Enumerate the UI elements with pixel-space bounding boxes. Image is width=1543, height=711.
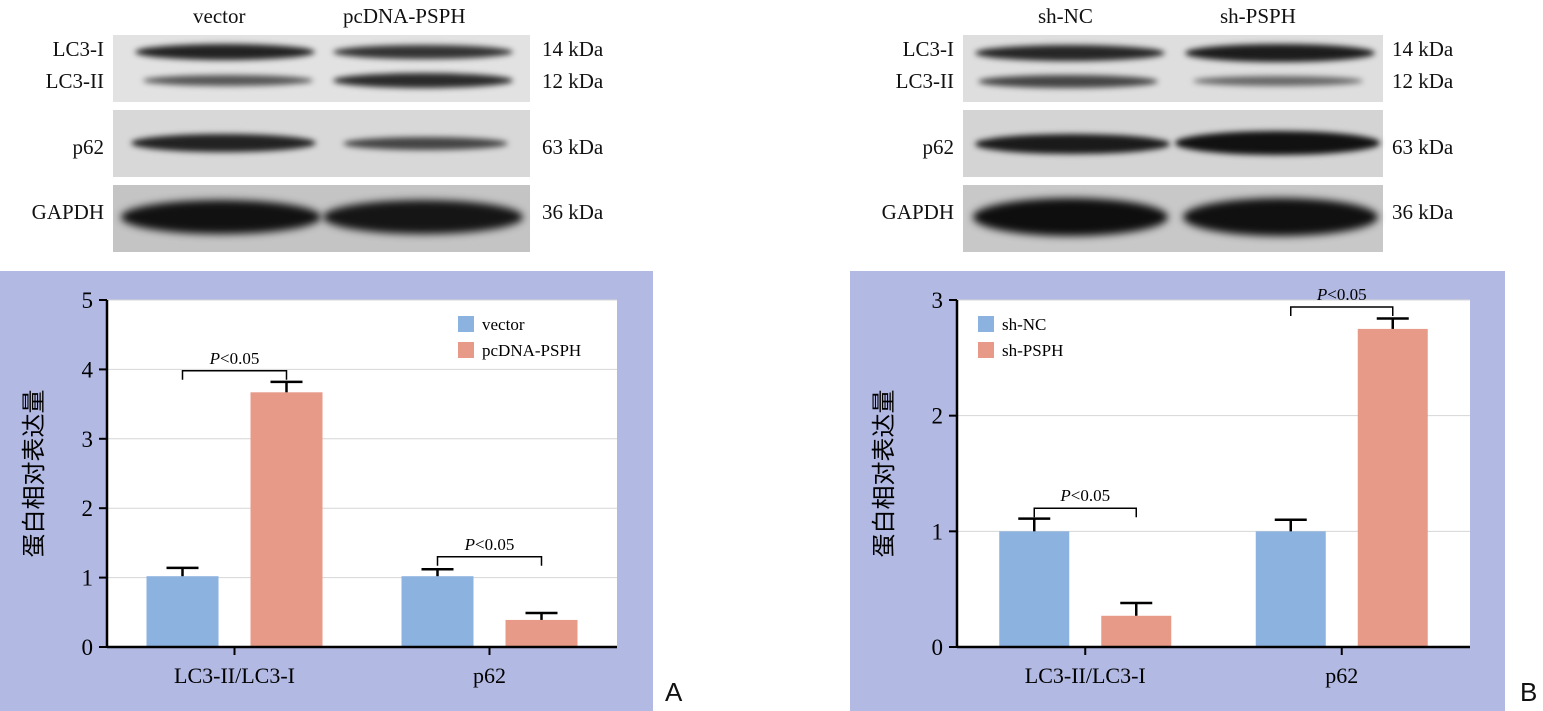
y-tick-label: 1 — [932, 519, 944, 544]
significance-p: P — [464, 535, 475, 554]
bar — [1101, 615, 1172, 647]
panel-letter: B — [1520, 677, 1538, 707]
row-label: p62 — [72, 135, 105, 159]
lane-label: vector — [193, 4, 246, 28]
row-label: p62 — [922, 135, 955, 159]
bar — [505, 619, 578, 647]
panel-a: vector pcDNA-PSPH LC3-I LC3-II p62 GAPDH… — [0, 0, 771, 711]
significance-label: P<0.05 — [464, 535, 515, 554]
legend-swatch — [978, 316, 994, 332]
kda-label: 12 kDa — [542, 69, 604, 93]
band — [975, 134, 1170, 154]
panel-letter: A — [665, 677, 683, 707]
kda-label: 63 kDa — [1392, 135, 1454, 159]
y-tick-label: 3 — [82, 427, 94, 452]
band — [973, 198, 1168, 236]
panel-b: sh-NC sh-PSPH LC3-I LC3-II p62 GAPDH 14 … — [850, 0, 1543, 711]
lane-label: pcDNA-PSPH — [343, 4, 466, 28]
y-tick-label: 2 — [82, 496, 94, 521]
bar — [999, 531, 1070, 647]
band — [343, 137, 508, 150]
blot-strip-gapdh — [963, 185, 1383, 252]
bar — [401, 576, 474, 647]
band — [333, 73, 513, 88]
bar — [250, 392, 323, 647]
significance-p: P — [209, 349, 220, 368]
x-tick-label: LC3-II/LC3-I — [1025, 663, 1146, 688]
x-tick-label: p62 — [473, 663, 506, 688]
legend-swatch — [978, 342, 994, 358]
row-label: LC3-II — [45, 69, 104, 93]
significance-threshold: <0.05 — [220, 349, 259, 368]
blot-strip-p62 — [113, 110, 530, 177]
legend-label: sh-PSPH — [1002, 341, 1063, 360]
bar — [146, 576, 219, 647]
significance-bracket — [181, 370, 288, 380]
blot-strip-lc3 — [963, 35, 1383, 102]
band — [121, 200, 321, 234]
band — [323, 200, 523, 234]
y-tick-label: 0 — [932, 635, 944, 660]
blot-strip-p62 — [963, 110, 1383, 177]
legend-swatch — [458, 316, 474, 332]
significance-threshold: <0.05 — [1071, 486, 1110, 505]
band — [1193, 76, 1363, 86]
y-tick-label: 4 — [82, 357, 94, 382]
significance-label: P<0.05 — [209, 349, 260, 368]
bar — [1255, 531, 1326, 647]
legend-label: vector — [482, 315, 525, 334]
significance-threshold: <0.05 — [475, 535, 514, 554]
bar — [1357, 328, 1428, 647]
x-tick-label: p62 — [1325, 663, 1358, 688]
y-tick-label: 3 — [932, 288, 944, 313]
y-tick-label: 2 — [932, 404, 944, 429]
row-label: GAPDH — [31, 200, 104, 224]
legend-label: sh-NC — [1002, 315, 1046, 334]
row-label: LC3-I — [902, 37, 954, 61]
kda-label: 14 kDa — [1392, 37, 1454, 61]
significance-label: P<0.05 — [1059, 486, 1110, 505]
band — [1175, 131, 1380, 155]
row-label: LC3-I — [52, 37, 104, 61]
band — [333, 45, 513, 59]
significance-p: P — [1316, 285, 1327, 304]
significance-bracket — [1290, 306, 1394, 316]
band — [1183, 198, 1378, 236]
kda-label: 63 kDa — [542, 135, 604, 159]
legend-swatch — [458, 342, 474, 358]
y-tick-label: 0 — [82, 635, 94, 660]
row-label: GAPDH — [881, 200, 954, 224]
significance-bracket — [1033, 507, 1137, 518]
x-tick-label: LC3-II/LC3-I — [174, 663, 295, 688]
lane-label: sh-NC — [1038, 4, 1093, 28]
significance-p: P — [1059, 486, 1070, 505]
significance-threshold: <0.05 — [1327, 285, 1366, 304]
blot-strip-lc3 — [113, 35, 530, 102]
significance-bracket — [436, 556, 543, 566]
kda-label: 36 kDa — [1392, 200, 1454, 224]
band — [135, 44, 315, 60]
row-label: LC3-II — [895, 69, 954, 93]
y-tick-label: 5 — [82, 288, 94, 313]
kda-label: 36 kDa — [542, 200, 604, 224]
kda-label: 12 kDa — [1392, 69, 1454, 93]
y-axis-label: 蛋白相对表达量 — [20, 390, 48, 558]
y-tick-label: 1 — [82, 566, 94, 591]
band — [975, 45, 1165, 61]
lane-label: sh-PSPH — [1220, 4, 1296, 28]
legend-label: pcDNA-PSPH — [482, 341, 581, 360]
band — [978, 75, 1158, 88]
y-axis-label: 蛋白相对表达量 — [870, 390, 898, 558]
band — [131, 134, 316, 152]
band — [143, 75, 313, 86]
band — [1185, 44, 1375, 62]
kda-label: 14 kDa — [542, 37, 604, 61]
blot-strip-gapdh — [113, 185, 530, 252]
significance-label: P<0.05 — [1316, 285, 1367, 304]
